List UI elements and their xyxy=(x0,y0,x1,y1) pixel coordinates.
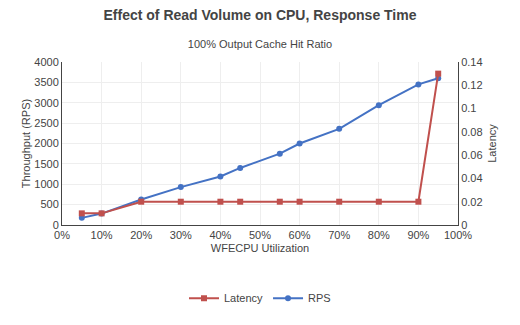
svg-text:2000: 2000 xyxy=(34,137,58,149)
svg-text:0.14: 0.14 xyxy=(461,56,482,68)
svg-text:0%: 0% xyxy=(54,229,70,241)
svg-text:1500: 1500 xyxy=(34,158,58,170)
svg-text:4000: 4000 xyxy=(34,56,58,68)
svg-text:Throughput (RPS): Throughput (RPS) xyxy=(20,99,32,188)
svg-text:50%: 50% xyxy=(249,229,271,241)
svg-text:3000: 3000 xyxy=(34,97,58,109)
svg-text:WFECPU Utilization: WFECPU Utilization xyxy=(211,242,309,254)
svg-text:1000: 1000 xyxy=(34,178,58,190)
svg-text:2500: 2500 xyxy=(34,117,58,129)
svg-text:100%: 100% xyxy=(444,229,472,241)
svg-text:0.06: 0.06 xyxy=(461,149,482,161)
svg-text:RPS: RPS xyxy=(308,292,331,304)
svg-text:0: 0 xyxy=(53,219,59,231)
svg-text:40%: 40% xyxy=(209,229,231,241)
svg-text:0.12: 0.12 xyxy=(461,79,482,91)
svg-text:Effect of Read Volume on CPU,: Effect of Read Volume on CPU, Response T… xyxy=(104,7,417,23)
svg-text:80%: 80% xyxy=(368,229,390,241)
svg-text:90%: 90% xyxy=(407,229,429,241)
svg-text:70%: 70% xyxy=(328,229,350,241)
svg-text:0.04: 0.04 xyxy=(461,172,482,184)
svg-text:20%: 20% xyxy=(130,229,152,241)
svg-text:0.02: 0.02 xyxy=(461,196,482,208)
svg-text:0.1: 0.1 xyxy=(461,102,476,114)
svg-text:30%: 30% xyxy=(170,229,192,241)
svg-text:Latency: Latency xyxy=(486,124,498,163)
svg-text:100% Output Cache Hit Ratio: 100% Output Cache Hit Ratio xyxy=(188,38,332,50)
svg-text:0.08: 0.08 xyxy=(461,126,482,138)
svg-text:500: 500 xyxy=(40,198,58,210)
svg-text:3500: 3500 xyxy=(34,76,58,88)
svg-text:Latency: Latency xyxy=(224,292,263,304)
svg-text:10%: 10% xyxy=(91,229,113,241)
svg-text:0: 0 xyxy=(461,219,467,231)
svg-text:60%: 60% xyxy=(289,229,311,241)
